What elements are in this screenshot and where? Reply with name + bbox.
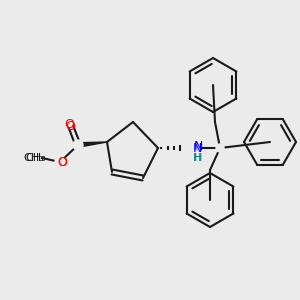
Text: O: O — [64, 118, 74, 130]
Text: CH₃: CH₃ — [24, 153, 44, 163]
Polygon shape — [78, 142, 107, 147]
Text: CH₃: CH₃ — [26, 153, 46, 163]
Text: O: O — [57, 157, 67, 169]
Circle shape — [55, 157, 65, 167]
Circle shape — [73, 140, 83, 150]
Text: H: H — [193, 153, 201, 163]
Text: N: N — [193, 142, 202, 154]
Circle shape — [216, 144, 224, 152]
Text: O: O — [65, 119, 75, 133]
Text: N: N — [194, 140, 203, 154]
Text: O: O — [57, 157, 67, 169]
Text: H: H — [194, 153, 202, 163]
Circle shape — [185, 143, 195, 153]
